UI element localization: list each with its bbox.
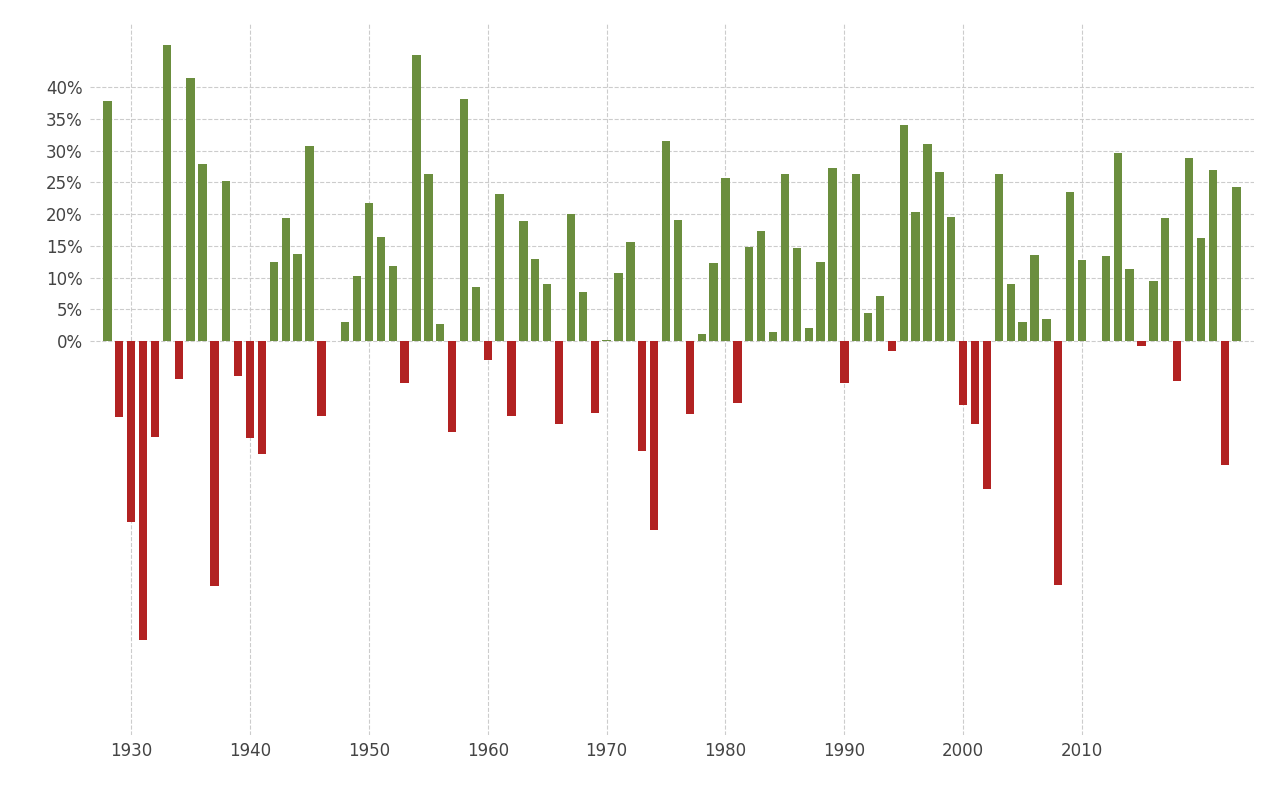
Bar — [365, 203, 372, 341]
Bar — [543, 284, 552, 341]
Bar — [995, 174, 1004, 341]
Bar — [864, 313, 872, 341]
Bar — [698, 334, 705, 341]
Bar — [520, 221, 527, 341]
Bar — [709, 263, 718, 341]
Bar — [234, 341, 242, 376]
Bar — [662, 141, 671, 341]
Bar — [1042, 318, 1051, 341]
Bar — [567, 213, 575, 341]
Bar — [104, 100, 111, 341]
Bar — [1172, 341, 1181, 381]
Bar — [733, 341, 741, 403]
Bar — [1208, 171, 1217, 341]
Bar — [460, 100, 468, 341]
Bar — [376, 237, 385, 341]
Bar — [210, 341, 219, 586]
Bar — [1149, 280, 1157, 341]
Bar — [353, 276, 361, 341]
Bar — [639, 341, 646, 451]
Bar — [614, 273, 622, 341]
Bar — [792, 248, 801, 341]
Bar — [1221, 341, 1229, 465]
Bar — [495, 194, 504, 341]
Bar — [317, 341, 325, 416]
Bar — [507, 341, 516, 416]
Bar — [650, 341, 658, 530]
Bar — [590, 341, 599, 413]
Bar — [923, 145, 932, 341]
Bar — [972, 341, 979, 424]
Bar — [115, 341, 123, 416]
Bar — [626, 242, 635, 341]
Bar — [556, 341, 563, 424]
Bar — [745, 247, 754, 341]
Bar — [1030, 254, 1038, 341]
Bar — [781, 174, 788, 341]
Bar — [769, 333, 777, 341]
Bar — [1185, 158, 1193, 341]
Bar — [223, 181, 230, 341]
Bar — [1161, 218, 1170, 341]
Bar — [424, 174, 433, 341]
Bar — [282, 217, 289, 341]
Bar — [673, 220, 682, 341]
Bar — [828, 168, 837, 341]
Bar — [1233, 187, 1240, 341]
Bar — [1055, 341, 1062, 585]
Bar — [389, 266, 397, 341]
Bar — [1114, 153, 1121, 341]
Bar — [840, 341, 849, 383]
Bar — [1078, 260, 1087, 341]
Bar — [140, 341, 147, 640]
Bar — [817, 262, 824, 341]
Bar — [1125, 269, 1134, 341]
Bar — [412, 55, 421, 341]
Bar — [270, 262, 278, 341]
Bar — [1019, 322, 1027, 341]
Bar — [959, 341, 968, 405]
Bar — [151, 341, 159, 438]
Bar — [174, 341, 183, 379]
Bar — [722, 178, 730, 341]
Bar — [579, 292, 588, 341]
Bar — [852, 174, 860, 341]
Bar — [900, 125, 908, 341]
Bar — [531, 259, 539, 341]
Bar — [947, 217, 955, 341]
Bar — [187, 78, 195, 341]
Bar — [911, 213, 920, 341]
Bar — [436, 325, 444, 341]
Bar — [888, 341, 896, 351]
Bar — [246, 341, 255, 438]
Bar — [1006, 284, 1015, 341]
Bar — [1138, 341, 1146, 346]
Bar — [401, 341, 408, 383]
Bar — [936, 171, 943, 341]
Bar — [448, 341, 456, 432]
Bar — [876, 296, 884, 341]
Bar — [293, 254, 302, 341]
Bar — [340, 322, 349, 341]
Bar — [805, 328, 813, 341]
Bar — [983, 341, 991, 490]
Bar — [484, 341, 492, 360]
Bar — [472, 288, 480, 341]
Bar — [1197, 238, 1204, 341]
Bar — [1066, 192, 1074, 341]
Bar — [756, 231, 765, 341]
Bar — [1102, 256, 1110, 341]
Bar — [127, 341, 136, 522]
Bar — [686, 341, 694, 414]
Bar — [198, 164, 206, 341]
Bar — [306, 146, 314, 341]
Bar — [163, 45, 172, 341]
Bar — [257, 341, 266, 454]
